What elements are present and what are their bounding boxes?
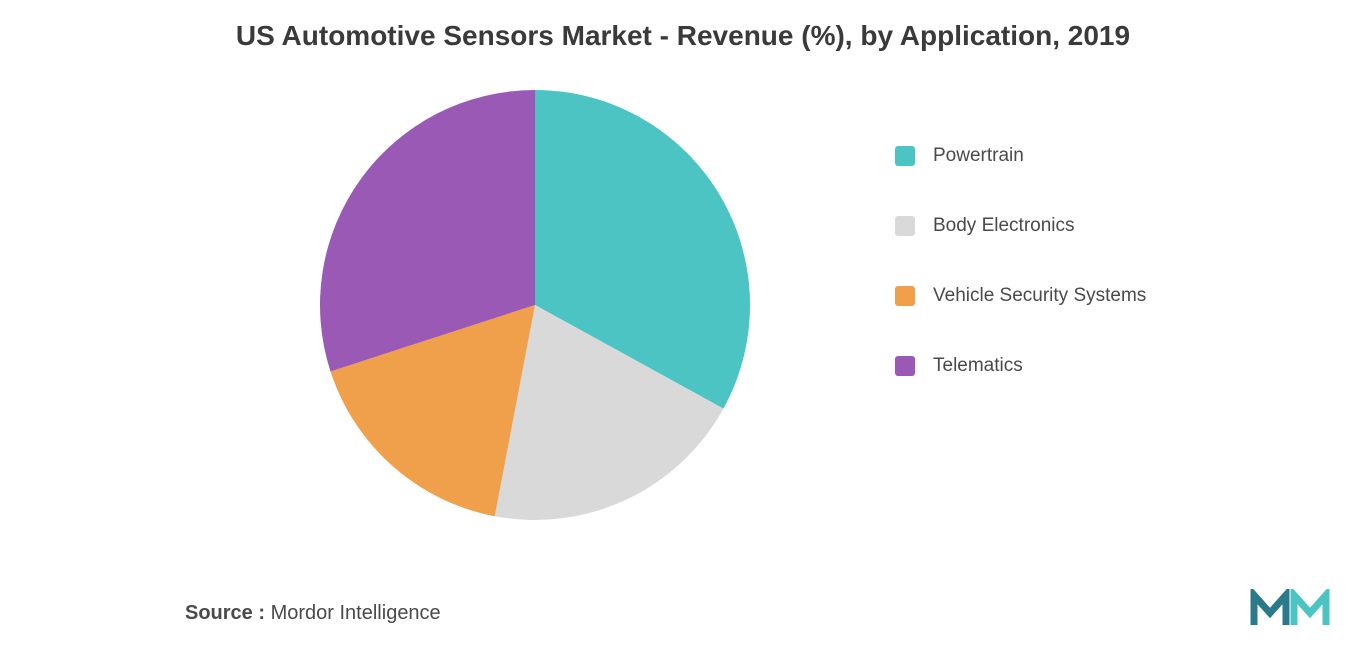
legend-swatch	[895, 356, 915, 376]
source-attribution: Source : Mordor Intelligence	[185, 602, 441, 625]
legend-label: Telematics	[933, 355, 1023, 377]
legend-label: Vehicle Security Systems	[933, 285, 1146, 307]
legend-label: Powertrain	[933, 145, 1024, 167]
chart-title: US Automotive Sensors Market - Revenue (…	[0, 20, 1366, 52]
legend-label: Body Electronics	[933, 215, 1075, 237]
legend: Powertrain Body Electronics Vehicle Securi…	[895, 145, 1146, 377]
legend-item-telematics: Telematics	[895, 355, 1146, 377]
legend-item-vehicle-security-systems: Vehicle Security Systems	[895, 285, 1146, 307]
legend-swatch	[895, 146, 915, 166]
legend-swatch	[895, 286, 915, 306]
legend-swatch	[895, 216, 915, 236]
source-name: Mordor Intelligence	[271, 602, 441, 624]
source-label: Source :	[185, 602, 265, 624]
mordor-logo-icon	[1250, 589, 1330, 629]
pie-chart	[320, 90, 750, 520]
legend-item-body-electronics: Body Electronics	[895, 215, 1146, 237]
legend-item-powertrain: Powertrain	[895, 145, 1146, 167]
